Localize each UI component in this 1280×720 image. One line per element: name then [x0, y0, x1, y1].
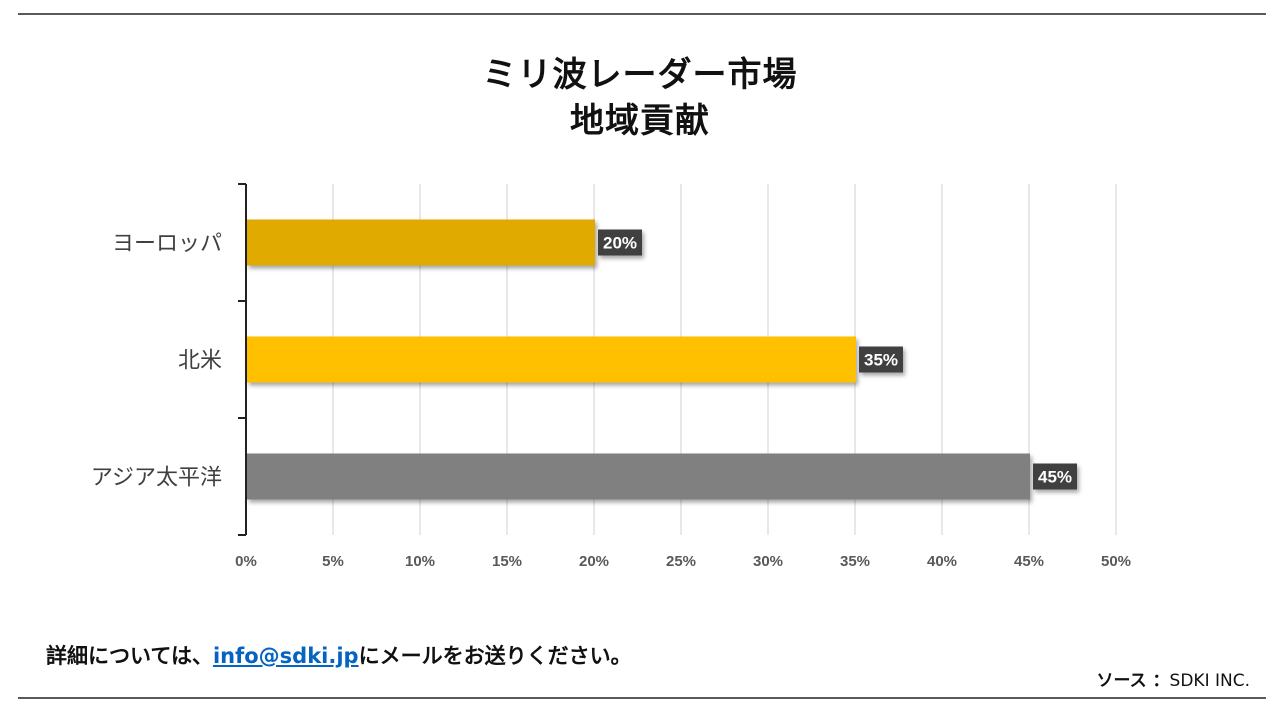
chart-title: ミリ波レーダー市場: [482, 55, 798, 95]
data-label: 20%: [603, 234, 637, 253]
bar: [247, 336, 856, 383]
contact-suffix: にメールをお送りください。: [358, 644, 632, 668]
x-tick-label: 40%: [927, 553, 957, 570]
category-label: アジア太平洋: [91, 466, 222, 491]
x-tick-label: 50%: [1101, 553, 1131, 570]
data-label-box: [1033, 463, 1077, 490]
category-label: 北米: [178, 349, 222, 374]
x-tick-label: 35%: [840, 553, 870, 570]
x-tick-label: 25%: [666, 553, 696, 570]
bar: [247, 219, 595, 266]
email-link[interactable]: info@sdki.jp: [212, 644, 359, 668]
data-label: 45%: [1038, 468, 1072, 487]
data-label: 35%: [864, 351, 898, 370]
bottom-divider: [18, 697, 1266, 699]
source-value: SDKI INC.: [1169, 671, 1250, 691]
category-label: ヨーロッパ: [112, 232, 222, 257]
data-label-box: [859, 346, 903, 373]
top-divider: [18, 13, 1266, 15]
bar: [247, 453, 1030, 500]
contact-note: 詳細については、info@sdki.jpにメールをお送りください。: [46, 640, 632, 670]
x-tick-label: 10%: [405, 553, 435, 570]
x-tick-label: 15%: [492, 553, 522, 570]
x-tick-label: 45%: [1014, 553, 1044, 570]
chart-title-block: ミリ波レーダー市場 地域貢献: [0, 52, 1280, 144]
x-tick-label: 5%: [322, 553, 344, 570]
data-label-box: [598, 229, 642, 256]
source-note: ソース ：SDKI INC.: [1096, 666, 1250, 691]
x-tick-label: 0%: [235, 553, 257, 570]
chart-subtitle: 地域貢献: [570, 101, 710, 141]
x-tick-label: 20%: [579, 553, 609, 570]
source-label: ソース: [1096, 671, 1147, 691]
contact-prefix: 詳細については、: [46, 644, 213, 668]
source-separator: ：: [1146, 671, 1170, 691]
x-tick-label: 30%: [753, 553, 783, 570]
